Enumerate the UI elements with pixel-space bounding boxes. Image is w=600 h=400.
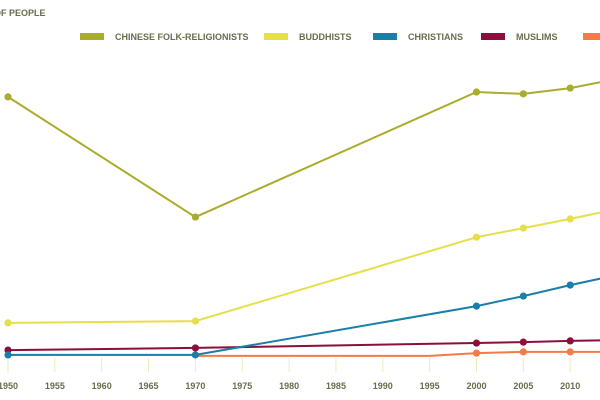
data-point: [519, 90, 527, 98]
series-line: [7, 211, 600, 324]
legend-swatch: [481, 33, 505, 40]
x-tick-label: 1995: [420, 381, 440, 391]
data-point: [566, 337, 574, 345]
x-tick-label: 1960: [92, 381, 112, 391]
series-line: [8, 277, 600, 356]
data-point: [519, 292, 527, 300]
data-point: [566, 281, 574, 289]
data-point: [519, 224, 527, 232]
legend-label: BUDDHISTS: [299, 32, 352, 42]
data-point: [472, 339, 481, 347]
chart-title: OF PEOPLE: [0, 8, 46, 18]
data-point: [191, 351, 199, 359]
x-tick-label: 2000: [466, 381, 486, 391]
legend-swatch: [80, 33, 104, 40]
series-line: [7, 81, 600, 219]
data-point: [566, 84, 574, 92]
x-tick-label: 1975: [232, 381, 252, 391]
legend-swatch: [583, 33, 600, 40]
data-point: [4, 319, 12, 327]
legend-label: CHRISTIANS: [408, 32, 463, 42]
data-point: [472, 302, 481, 310]
data-point: [191, 344, 199, 352]
x-axis: 1950 1955 1960 1965 1970 1975 1980 1985 1990 1995…: [0, 358, 580, 391]
x-tick-label: 2005: [513, 381, 533, 391]
x-tick-label: 1980: [279, 381, 299, 391]
legend-swatch: [373, 33, 397, 40]
series-lines: [4, 81, 600, 359]
legend-label: MUSLIMS: [516, 32, 558, 42]
x-tick-label: 1950: [0, 381, 18, 391]
x-tick-label: 1970: [185, 381, 205, 391]
x-tick-label: 2010: [560, 381, 580, 391]
x-tick-label: 1955: [45, 381, 65, 391]
x-tick-label: 1965: [139, 381, 159, 391]
series-line: [7, 339, 600, 352]
x-tick-label: 1990: [373, 381, 393, 391]
data-point: [566, 348, 574, 356]
legend-label: CHINESE FOLK-RELIGIONISTS: [115, 32, 249, 42]
legend-swatch: [264, 33, 288, 40]
data-point: [472, 233, 481, 241]
data-point: [4, 93, 12, 101]
data-point: [472, 349, 481, 357]
data-point: [472, 88, 481, 96]
x-tick-label: 1985: [326, 381, 346, 391]
data-point: [519, 348, 527, 356]
data-point: [566, 215, 574, 223]
data-point: [191, 213, 199, 221]
series-line: [195, 350, 600, 357]
data-point: [4, 351, 12, 359]
legend: CHINESE FOLK-RELIGIONISTS BUDDHISTS CHRIST…: [80, 32, 600, 42]
data-point: [519, 338, 527, 346]
data-point: [191, 317, 199, 325]
